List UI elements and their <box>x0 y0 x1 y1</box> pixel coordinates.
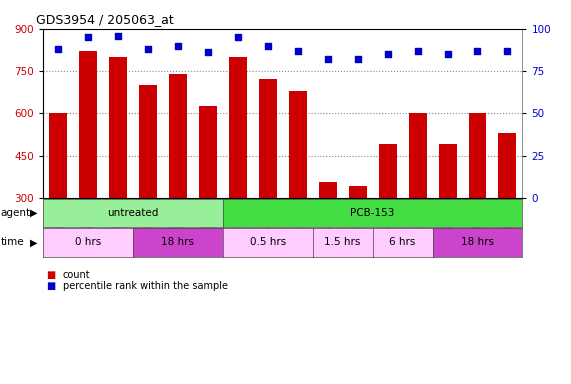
Text: untreated: untreated <box>107 208 158 218</box>
Text: 18 hrs: 18 hrs <box>461 237 494 248</box>
Point <box>173 43 182 49</box>
Point <box>233 34 242 40</box>
Text: time: time <box>1 237 24 248</box>
Point <box>323 56 332 62</box>
Text: 0.5 hrs: 0.5 hrs <box>250 237 286 248</box>
Text: PCB-153: PCB-153 <box>351 208 395 218</box>
Point <box>263 43 272 49</box>
Bar <box>228 57 247 198</box>
Point <box>143 46 152 52</box>
Point <box>293 48 302 54</box>
Bar <box>259 79 276 198</box>
Bar <box>169 74 187 198</box>
Bar <box>348 187 367 198</box>
Point <box>353 56 362 62</box>
Bar <box>319 182 337 198</box>
Text: GDS3954 / 205063_at: GDS3954 / 205063_at <box>37 13 174 26</box>
Bar <box>468 113 486 198</box>
Point <box>383 51 392 57</box>
Text: 18 hrs: 18 hrs <box>161 237 194 248</box>
Point <box>413 48 422 54</box>
Text: agent: agent <box>1 208 31 218</box>
Text: count: count <box>63 270 90 280</box>
Point <box>53 46 62 52</box>
Point <box>83 34 93 40</box>
Bar <box>439 144 457 198</box>
Bar <box>379 144 396 198</box>
Text: percentile rank within the sample: percentile rank within the sample <box>63 281 228 291</box>
Point <box>113 33 122 39</box>
Bar <box>498 133 517 198</box>
Bar <box>79 51 97 198</box>
Text: ▶: ▶ <box>30 208 37 218</box>
Point <box>473 48 482 54</box>
Text: 6 hrs: 6 hrs <box>389 237 416 248</box>
Bar <box>49 113 67 198</box>
Bar <box>199 106 217 198</box>
Point <box>443 51 452 57</box>
Text: ■: ■ <box>46 270 55 280</box>
Text: 1.5 hrs: 1.5 hrs <box>324 237 361 248</box>
Text: ▶: ▶ <box>30 237 37 248</box>
Text: ■: ■ <box>46 281 55 291</box>
Point <box>203 50 212 56</box>
Text: 0 hrs: 0 hrs <box>75 237 101 248</box>
Bar <box>289 91 307 198</box>
Bar <box>139 85 156 198</box>
Bar <box>108 57 127 198</box>
Point <box>503 48 512 54</box>
Bar <box>409 113 427 198</box>
